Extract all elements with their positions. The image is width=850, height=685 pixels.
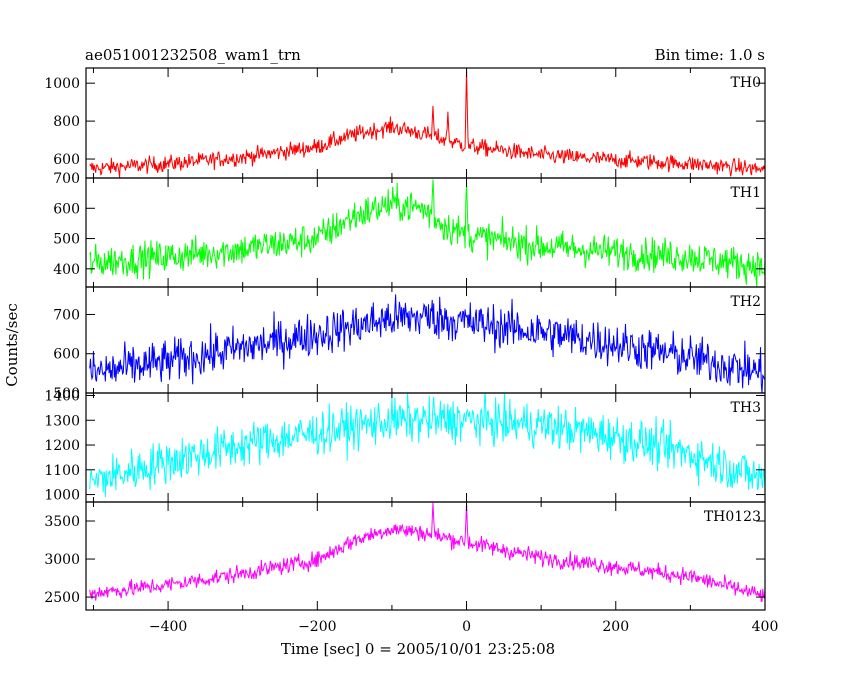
- panel-label: TH1: [731, 185, 761, 201]
- panel-th1: 400 500 600 700 TH1: [53, 171, 766, 288]
- panel-th0123: 2500 3000 3500 TH0123: [44, 501, 766, 611]
- y-tick-label: 600: [53, 201, 80, 217]
- y-tick-label: 3500: [44, 514, 80, 530]
- panel-label: TH3: [731, 400, 761, 416]
- x-axis-title: Time [sec] 0 = 2005/10/01 23:25:08: [281, 640, 555, 658]
- panels-group: 600 800 1000 TH0 400 500 600 700 TH1 500 600 700 TH2…: [44, 67, 766, 611]
- y-tick-label: 500: [53, 232, 80, 248]
- y-tick-label: 1000: [44, 488, 80, 504]
- panel-th2: 500 600 700 TH2: [53, 286, 766, 402]
- x-tick-label: 0: [462, 619, 471, 635]
- y-tick-label: 1300: [44, 413, 80, 429]
- series-line-th0123: [89, 502, 765, 602]
- x-axis: −400 −200 0 200 400: [149, 619, 779, 635]
- y-axis-title: Counts/sec: [3, 303, 21, 387]
- x-tick-label: 400: [752, 619, 779, 635]
- y-tick-label: 1400: [44, 388, 80, 404]
- y-tick-label: 800: [53, 114, 80, 130]
- chart-title: ae051001232508_wam1_trn: [85, 46, 301, 64]
- y-tick-label: 700: [53, 171, 80, 187]
- y-tick-label: 400: [53, 262, 80, 278]
- y-tick-label: 500: [53, 386, 80, 402]
- panel-frame: [85, 177, 766, 288]
- x-tick-label: −400: [149, 619, 187, 635]
- y-tick-label: 3000: [44, 552, 80, 568]
- y-tick-label: 1000: [44, 76, 80, 92]
- y-tick-label: 600: [53, 152, 80, 168]
- x-tick-label: 200: [602, 619, 629, 635]
- y-tick-label: 2500: [44, 590, 80, 606]
- series-line-th0: [89, 68, 765, 178]
- series-line-th3: [89, 393, 765, 498]
- x-tick-label: −200: [298, 619, 336, 635]
- panel-label: TH0: [731, 75, 761, 91]
- y-tick-label: 700: [53, 307, 80, 323]
- panel-frame: [85, 501, 766, 611]
- panel-label: TH0123: [704, 509, 761, 525]
- panel-label: TH2: [731, 294, 761, 310]
- y-tick-label: 1100: [44, 463, 80, 479]
- panel-frame: [85, 392, 766, 503]
- y-tick-label: 1200: [44, 438, 80, 454]
- panel-th0: 600 800 1000 TH0: [44, 67, 766, 179]
- series-line-th2: [89, 294, 765, 393]
- y-tick-label: 600: [53, 347, 80, 363]
- series-line-th1: [89, 179, 765, 287]
- bin-time-label: Bin time: 1.0 s: [655, 46, 765, 64]
- panel-frame: [85, 286, 766, 394]
- panel-th3: 1000 1100 1200 1300 1400 TH3: [44, 388, 766, 504]
